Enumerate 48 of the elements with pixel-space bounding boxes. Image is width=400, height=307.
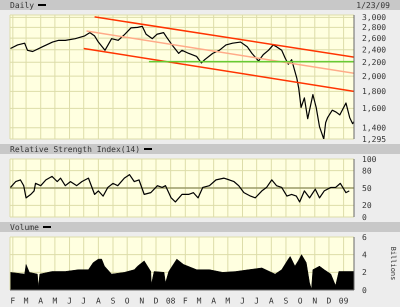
x-tick-label: A xyxy=(268,296,274,306)
y-tick-label: 0 xyxy=(362,212,367,222)
x-tick-label: O xyxy=(124,296,130,306)
x-tick-label: N xyxy=(139,296,144,306)
y-tick-label: 1,600 xyxy=(362,104,386,114)
x-tick-label: S xyxy=(284,296,289,306)
x-tick-label: O xyxy=(298,296,303,306)
x-tick-label: M xyxy=(196,296,202,306)
y-tick-label: 2,200 xyxy=(362,58,386,68)
y-tick-label: 2,600 xyxy=(362,34,386,43)
x-tick-label: M xyxy=(52,296,58,306)
x-tick-label: A xyxy=(38,296,44,306)
y-tick-label: 1,295 xyxy=(362,134,386,144)
x-tick-label: J xyxy=(67,296,72,306)
x-tick-label: D xyxy=(326,296,332,306)
y-tick-label: 2,400 xyxy=(362,46,386,55)
y-tick-label: 2,000 xyxy=(362,72,386,81)
x-tick-label: F xyxy=(182,296,188,306)
x-tick-label: M xyxy=(24,296,29,306)
chart-title: Relative Strength Index(14) xyxy=(10,144,142,154)
y-tick-label: 1,800 xyxy=(362,87,386,96)
x-tick-label: J xyxy=(254,296,260,306)
y-tick-label: 6 xyxy=(362,232,367,242)
x-tick-label: F xyxy=(10,296,16,306)
x-tick-label: S xyxy=(110,296,116,306)
x-tick-label: N xyxy=(312,296,318,306)
x-tick-label: M xyxy=(225,296,230,306)
text: 1/23/09 xyxy=(356,0,390,10)
chart-title: Daily xyxy=(10,0,36,10)
x-tick-label: A xyxy=(96,296,101,306)
y-tick-label: 2 xyxy=(362,268,367,278)
y-tick-label: 2,800 xyxy=(362,23,386,32)
x-tick-label: J xyxy=(81,296,86,306)
y-tick-label: 1,400 xyxy=(362,124,386,133)
y-tick-label: 20 xyxy=(362,201,372,210)
y-tick-label: 100 xyxy=(362,154,377,164)
y-tick-label: 4 xyxy=(362,250,367,260)
y-tick-label: 3,000 xyxy=(362,13,386,22)
y-tick-label: 50 xyxy=(362,184,372,193)
y-tick-label: 0 xyxy=(362,286,367,295)
x-tick-label: A xyxy=(211,296,216,306)
x-tick-label: D xyxy=(154,296,159,306)
chart-title: Volume xyxy=(10,222,40,232)
x-tick-label: J xyxy=(240,296,245,306)
line-series xyxy=(10,174,350,203)
x-tick-label: 09 xyxy=(338,296,349,306)
x-tick-label: 08 xyxy=(166,296,176,306)
y-tick-label: 80 xyxy=(362,166,372,176)
